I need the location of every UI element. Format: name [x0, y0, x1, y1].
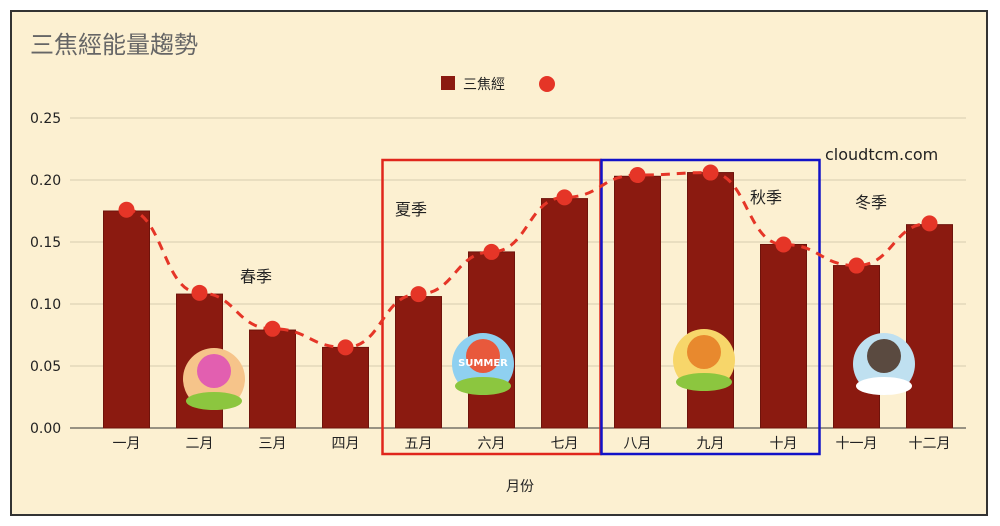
icon-ground	[676, 373, 732, 391]
legend: 三焦經	[441, 76, 555, 93]
legend-swatch-bar	[441, 76, 455, 90]
x-tick-label: 三月	[259, 436, 287, 452]
summer-banner-text: SUMMER	[458, 358, 508, 369]
trend-point-二月	[191, 284, 208, 301]
x-tick-label: 五月	[405, 436, 433, 452]
bar-十月	[760, 243, 807, 429]
trend-point-六月	[483, 243, 500, 260]
watermark: cloudtcm.com	[825, 145, 938, 164]
x-tick-label: 二月	[186, 436, 214, 452]
trend-line	[126, 171, 930, 349]
trend-point-八月	[629, 167, 646, 184]
x-axis-label: 月份	[506, 479, 534, 495]
trend-point-十月	[775, 236, 792, 253]
season-label-winter: 冬季	[855, 193, 887, 212]
y-tick-label: 0.20	[30, 173, 61, 189]
icon-canopy	[466, 339, 500, 373]
y-tick-label: 0.05	[30, 359, 61, 375]
season-label-autumn: 秋季	[750, 188, 782, 207]
bar-七月	[541, 198, 588, 429]
y-tick-label: 0.25	[30, 111, 61, 127]
x-tick-label: 八月	[624, 436, 652, 452]
chart-title: 三焦經能量趨勢	[30, 31, 198, 59]
season-box	[600, 158, 821, 456]
trend-point-一月	[118, 201, 135, 218]
x-tick-label: 十一月	[836, 436, 878, 452]
y-tick-label: 0.00	[30, 421, 61, 437]
icon-canopy	[687, 335, 721, 369]
y-tick-label: 0.15	[30, 235, 61, 251]
bar-四月	[322, 346, 369, 429]
x-tick-label: 九月	[697, 436, 725, 452]
x-tick-label: 六月	[478, 436, 506, 452]
trend-point-三月	[264, 320, 281, 337]
y-tick-label: 0.10	[30, 297, 61, 313]
x-tick-label: 四月	[332, 436, 360, 452]
icon-ground	[186, 392, 242, 410]
x-tick-label: 一月	[113, 436, 141, 452]
trend-point-九月	[702, 164, 719, 181]
bar-八月	[614, 175, 661, 429]
bar-一月	[103, 210, 150, 429]
trend-point-十二月	[921, 215, 938, 232]
icon-canopy	[867, 339, 901, 373]
icon-canopy	[197, 354, 231, 388]
icon-ground	[856, 377, 912, 395]
x-tick-label: 十二月	[909, 436, 951, 452]
icon-ground	[455, 377, 511, 395]
legend-swatch-line	[539, 76, 555, 92]
season-label-spring: 春季	[240, 267, 272, 286]
bar-五月	[395, 296, 442, 429]
bar-十二月	[906, 224, 953, 429]
x-tick-label: 七月	[551, 436, 579, 452]
x-tick-label: 十月	[770, 436, 798, 452]
legend-label: 三焦經	[463, 77, 505, 93]
trend-point-四月	[337, 339, 354, 356]
trend-point-十一月	[848, 257, 865, 274]
season-label-summer: 夏季	[395, 200, 427, 219]
bar-三月	[249, 329, 296, 429]
trend-point-五月	[410, 286, 427, 303]
trend-point-七月	[556, 189, 573, 206]
